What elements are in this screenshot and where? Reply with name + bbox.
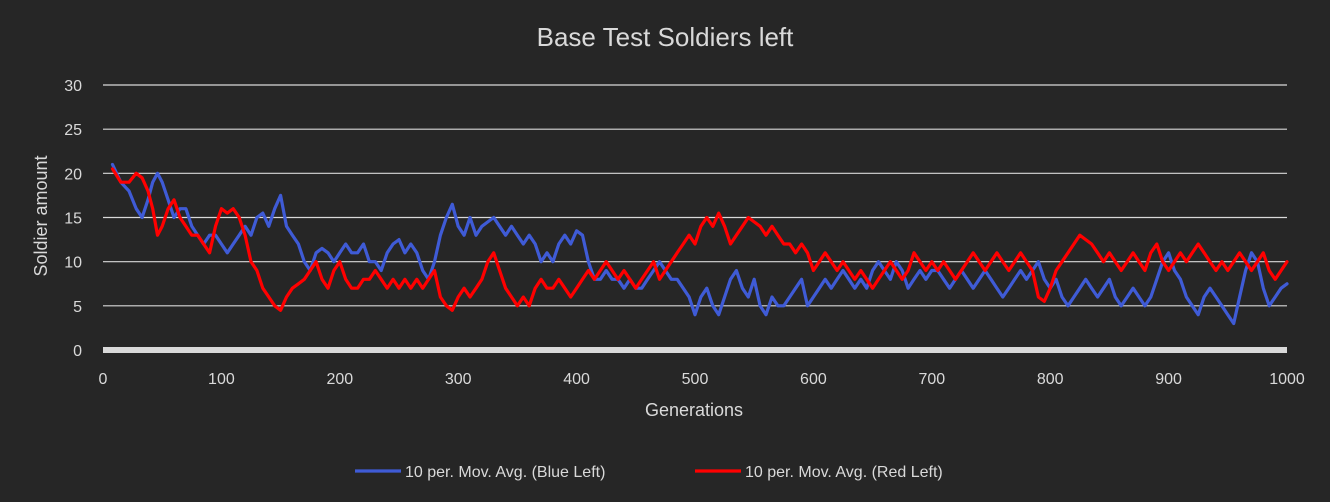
y-axis-ticks: 0 5 10 15 20 25 30 (64, 78, 82, 360)
y-tick-label: 15 (64, 211, 82, 228)
x-axis-label: Generations (645, 400, 743, 420)
x-tick-label: 0 (99, 371, 108, 388)
y-tick-label: 0 (73, 343, 82, 360)
series-lines (110, 162, 1289, 326)
series-line-blue-left (110, 162, 1289, 326)
x-tick-label: 900 (1155, 371, 1182, 388)
y-tick-label: 30 (64, 78, 82, 95)
x-tick-label: 100 (208, 371, 235, 388)
y-axis-label: Soldier amount (31, 155, 51, 276)
gridlines (103, 84, 1287, 353)
y-tick-label: 10 (64, 255, 82, 272)
x-axis-ticks: 0 100 200 300 400 500 600 700 800 900 1000 (99, 371, 1305, 388)
legend: 10 per. Mov. Avg. (Blue Left) 10 per. Mov… (355, 464, 943, 481)
series-line-red-left (110, 167, 1289, 312)
legend-label: 10 per. Mov. Avg. (Blue Left) (405, 464, 605, 481)
x-tick-label: 400 (563, 371, 590, 388)
x-tick-label: 1000 (1269, 371, 1305, 388)
y-tick-label: 25 (64, 122, 82, 139)
x-tick-label: 200 (326, 371, 353, 388)
legend-label: 10 per. Mov. Avg. (Red Left) (745, 464, 943, 481)
x-tick-label: 800 (1037, 371, 1064, 388)
x-tick-label: 700 (918, 371, 945, 388)
x-tick-label: 500 (682, 371, 709, 388)
y-tick-label: 5 (73, 299, 82, 316)
chart-title: Base Test Soldiers left (537, 22, 795, 52)
x-tick-label: 600 (800, 371, 827, 388)
y-tick-label: 20 (64, 166, 82, 183)
x-tick-label: 300 (445, 371, 472, 388)
